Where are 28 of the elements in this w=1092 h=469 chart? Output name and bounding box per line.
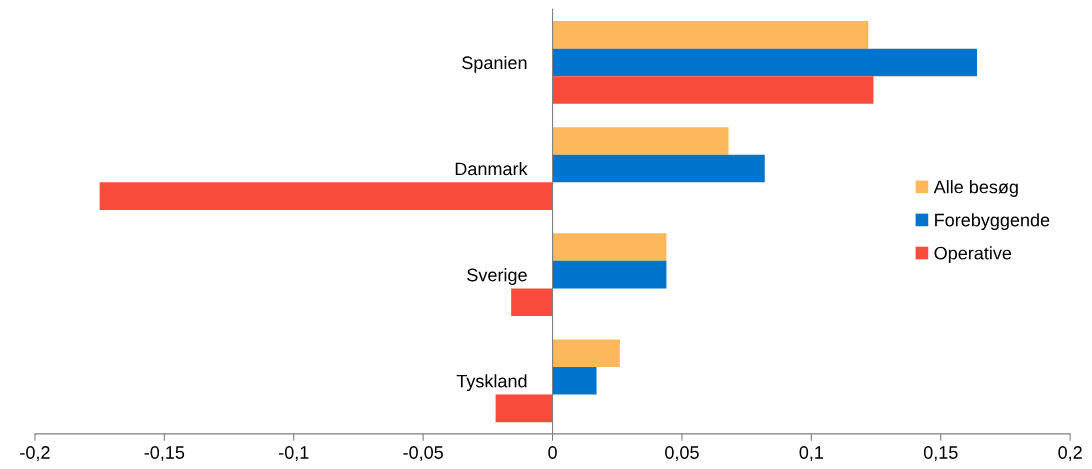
bar xyxy=(552,339,620,367)
bar xyxy=(552,154,765,183)
legend-label: Forebyggende xyxy=(935,213,1050,231)
bar xyxy=(552,127,729,155)
bar xyxy=(495,394,553,423)
x-tick-label: -0,2 xyxy=(20,446,50,462)
legend-label: Operative xyxy=(934,246,1012,264)
legend-label: Alle besøg xyxy=(933,180,1018,197)
x-tick-label: 0,2 xyxy=(1058,446,1082,462)
y-tick-label: Sverige xyxy=(467,268,527,285)
bar xyxy=(552,260,667,289)
bar xyxy=(511,288,553,317)
x-tick-label: 0,15 xyxy=(923,446,958,462)
y-tick-label: Spanien xyxy=(462,55,527,73)
bar xyxy=(552,366,597,395)
y-tick-label: Tyskland xyxy=(456,374,527,392)
x-tick-label: 0 xyxy=(548,446,557,459)
x-tick-label: 0,1 xyxy=(799,446,824,462)
x-tick-label: -0,1 xyxy=(278,446,309,462)
x-tick-label: 0,05 xyxy=(665,446,699,462)
y-tick-label: Danmark xyxy=(455,162,528,176)
x-tick-label: -0,05 xyxy=(403,446,443,462)
bar xyxy=(99,182,553,210)
bar xyxy=(552,233,667,261)
bar xyxy=(552,48,977,77)
bar xyxy=(552,21,869,49)
x-tick-label: -0,15 xyxy=(144,446,185,462)
bar xyxy=(552,76,874,104)
